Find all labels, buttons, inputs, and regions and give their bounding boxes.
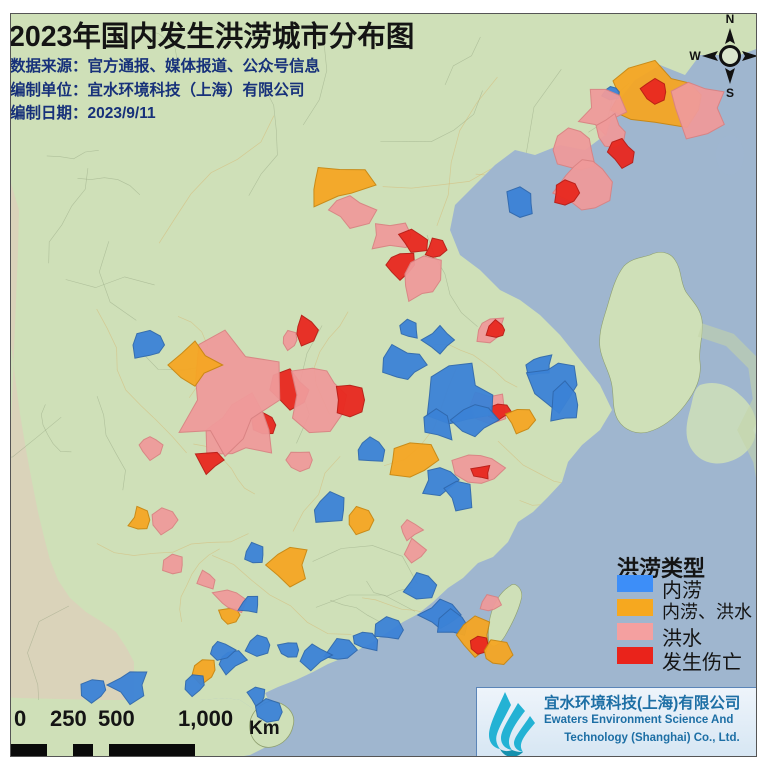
- svg-text:S: S: [726, 86, 734, 100]
- svg-text:W: W: [689, 49, 701, 63]
- svg-text:N: N: [726, 12, 735, 26]
